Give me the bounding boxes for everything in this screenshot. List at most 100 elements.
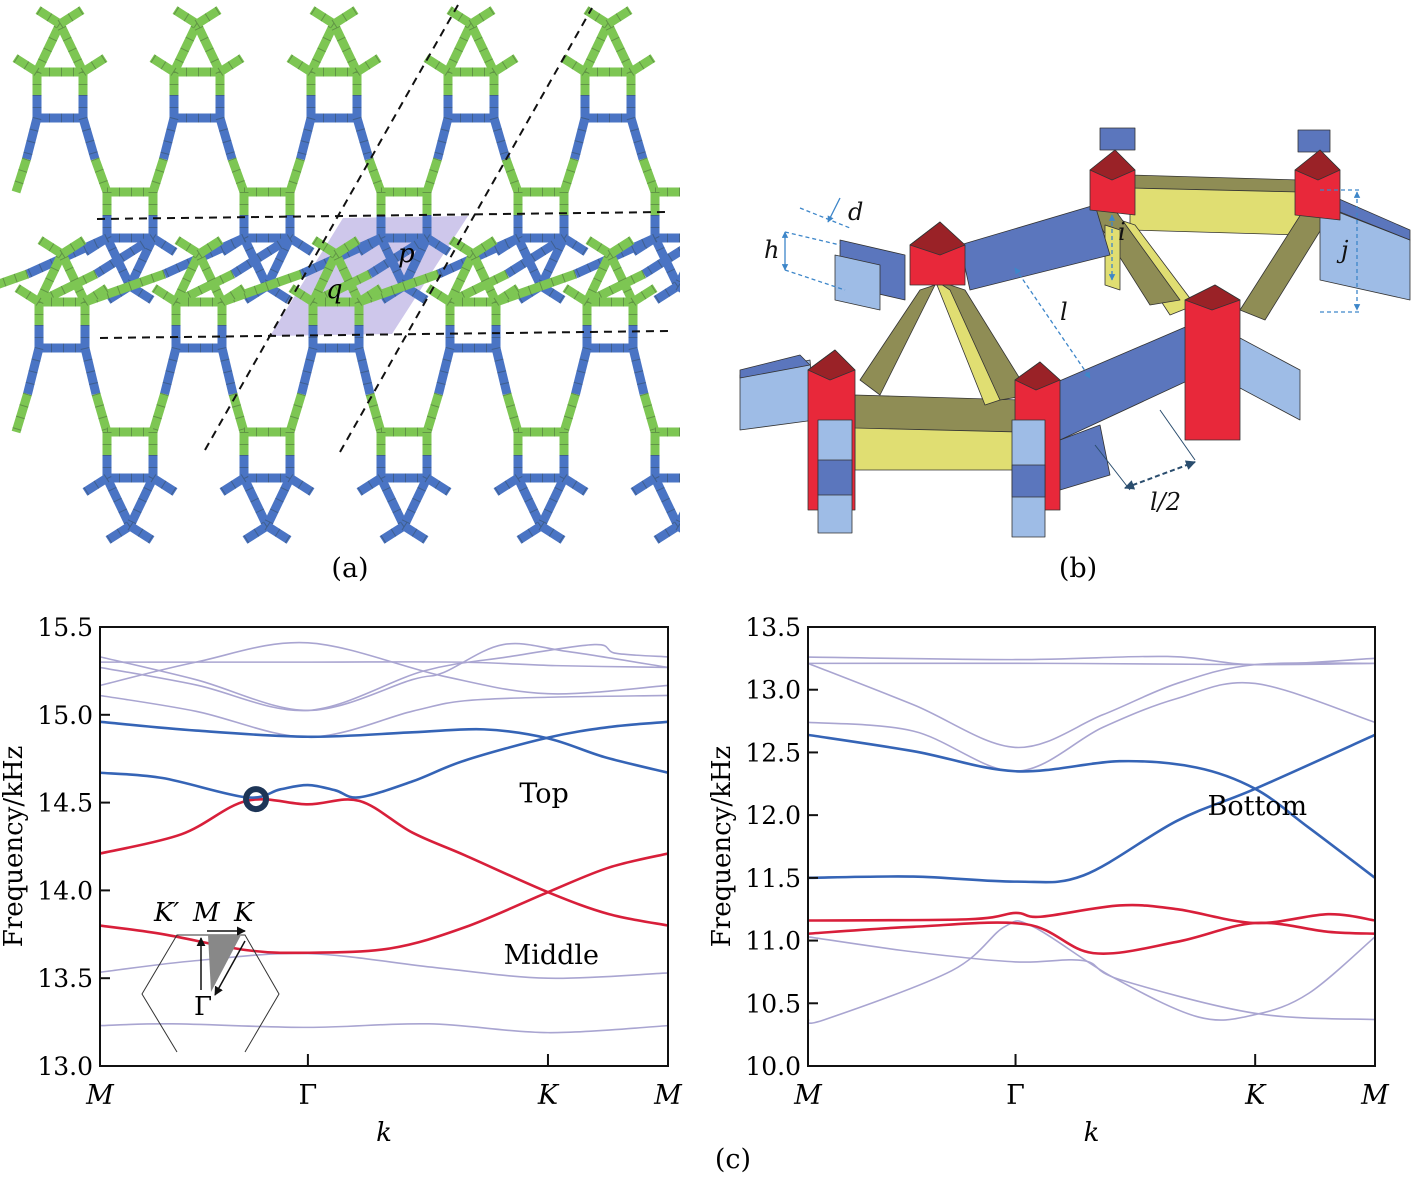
lattice-beam [501, 157, 523, 194]
lattice-beam [82, 284, 110, 306]
lattice-beam [171, 252, 204, 304]
lattice-beam [80, 346, 101, 396]
plot-frame [807, 626, 1376, 1067]
lattice-beam [493, 284, 521, 306]
lattice-beam [37, 269, 98, 307]
lattice-beam [379, 522, 407, 544]
lattice-beam [516, 522, 544, 544]
lattice-beam [356, 474, 384, 496]
lattice-beam [489, 116, 511, 161]
series-line-middle-1 [808, 903, 1375, 925]
lattice-beam [448, 236, 476, 258]
lattice-beam [639, 392, 660, 434]
inset-label-m: M [192, 898, 221, 928]
lattice-beam [673, 271, 680, 287]
lattice-beam [37, 236, 65, 258]
series-line-other-2 [808, 662, 1375, 666]
y-tick-label: 10.5 [745, 989, 801, 1018]
lattice-beam [376, 476, 409, 528]
lattice-beam [59, 236, 87, 258]
lattice-beam [57, 6, 85, 28]
inset-label-kprime: K′ [153, 898, 179, 928]
series-line-other-3 [808, 662, 1375, 749]
lattice-beam [628, 54, 656, 76]
lattice-beam [354, 54, 382, 76]
lattice-beam [239, 476, 272, 528]
lattice-beam [102, 476, 135, 528]
annotation-top: Top [519, 779, 568, 810]
lattice-beam [365, 392, 386, 434]
lattice-beam [286, 54, 314, 76]
irreducible-zone [208, 935, 241, 992]
band-structure-chart-top-middle: 13.013.514.014.515.015.5M Γ K MkFrequency/k… [0, 613, 683, 1148]
x-axis-label: k [1084, 1118, 1100, 1148]
lattice-beam [262, 236, 295, 288]
lattice-beam [148, 392, 169, 434]
lattice-beam [423, 54, 451, 76]
lattice-beam [585, 236, 613, 258]
lattice-beam [217, 346, 238, 396]
cell-boundary-line [204, 4, 459, 451]
lattice-beam [14, 284, 42, 306]
lattice-beam [491, 346, 512, 396]
y-tick-label: 12.5 [745, 738, 801, 767]
lattice-beam [264, 522, 292, 544]
series-line-top-1 [100, 720, 668, 775]
lattice-beam [22, 116, 42, 161]
lattice-beam [356, 284, 384, 306]
label-h: h [764, 236, 779, 264]
lattice-beam [701, 238, 723, 252]
lattice-beam [468, 252, 501, 304]
series-line-other-5 [808, 936, 1375, 1021]
lattice-beam [262, 476, 295, 528]
lattice-beam [605, 252, 638, 304]
lattice-beam [311, 269, 372, 307]
brillouin-zone-inset: K′ M K Γ [141, 898, 280, 1053]
lattice-beam [424, 234, 452, 256]
lattice-beam [367, 234, 430, 278]
lattice-beam [90, 157, 112, 194]
lattice-beam [230, 234, 293, 278]
label-half-l: l/2 [1150, 488, 1181, 516]
lattice-beam [196, 236, 224, 258]
lattice-beam [401, 522, 429, 544]
lattice-beam [491, 54, 519, 76]
label-i: i [1118, 218, 1126, 246]
lattice-beam [194, 6, 222, 28]
lattice-beam [446, 6, 474, 28]
lattice-beam [296, 116, 316, 161]
lattice-beam [653, 282, 680, 304]
lattice-beam [630, 284, 658, 306]
cell-boundary-line [99, 330, 669, 339]
lattice-beam [626, 116, 648, 161]
path-arrow [214, 940, 246, 996]
x-tick-label: Γ [299, 1080, 318, 1111]
lattice-beam [55, 22, 88, 74]
y-tick-label: 12.0 [745, 801, 801, 830]
y-tick-label: 14.5 [37, 789, 93, 818]
lattice-beam [561, 234, 589, 256]
lattice-beam [607, 236, 635, 258]
lattice-beam [308, 252, 341, 304]
lattice-beam [628, 346, 649, 396]
panel-label-c: (c) [715, 1144, 751, 1175]
lattice-beam [228, 392, 249, 434]
lattice-beam [150, 474, 178, 496]
y-axis-label: Frequency/kHz [707, 746, 737, 948]
lattice-beam [125, 236, 158, 288]
lattice-beam [675, 282, 680, 293]
series-line-other-5 [100, 694, 668, 738]
panel-label-a: (a) [331, 553, 368, 584]
lattice-beam [306, 22, 339, 74]
x-tick-label: K [1244, 1080, 1267, 1111]
band-structure-chart-bottom: 10.0 10.5 11.0 11.5 12.0 12.5 13.0 13.5 M Γ K Mk Fre… [707, 613, 1390, 1148]
lattice-beam [433, 116, 453, 161]
y-tick-label: 11.0 [745, 927, 801, 956]
lattice-beam [638, 157, 660, 194]
series-line-other-2 [100, 642, 668, 712]
y-tick-label: 10.0 [745, 1052, 801, 1081]
lattice-beam [582, 252, 615, 304]
annotation-bottom: Bottom [1208, 791, 1308, 822]
lattice-beam [159, 116, 179, 161]
y-tick-label: 11.5 [745, 864, 801, 893]
